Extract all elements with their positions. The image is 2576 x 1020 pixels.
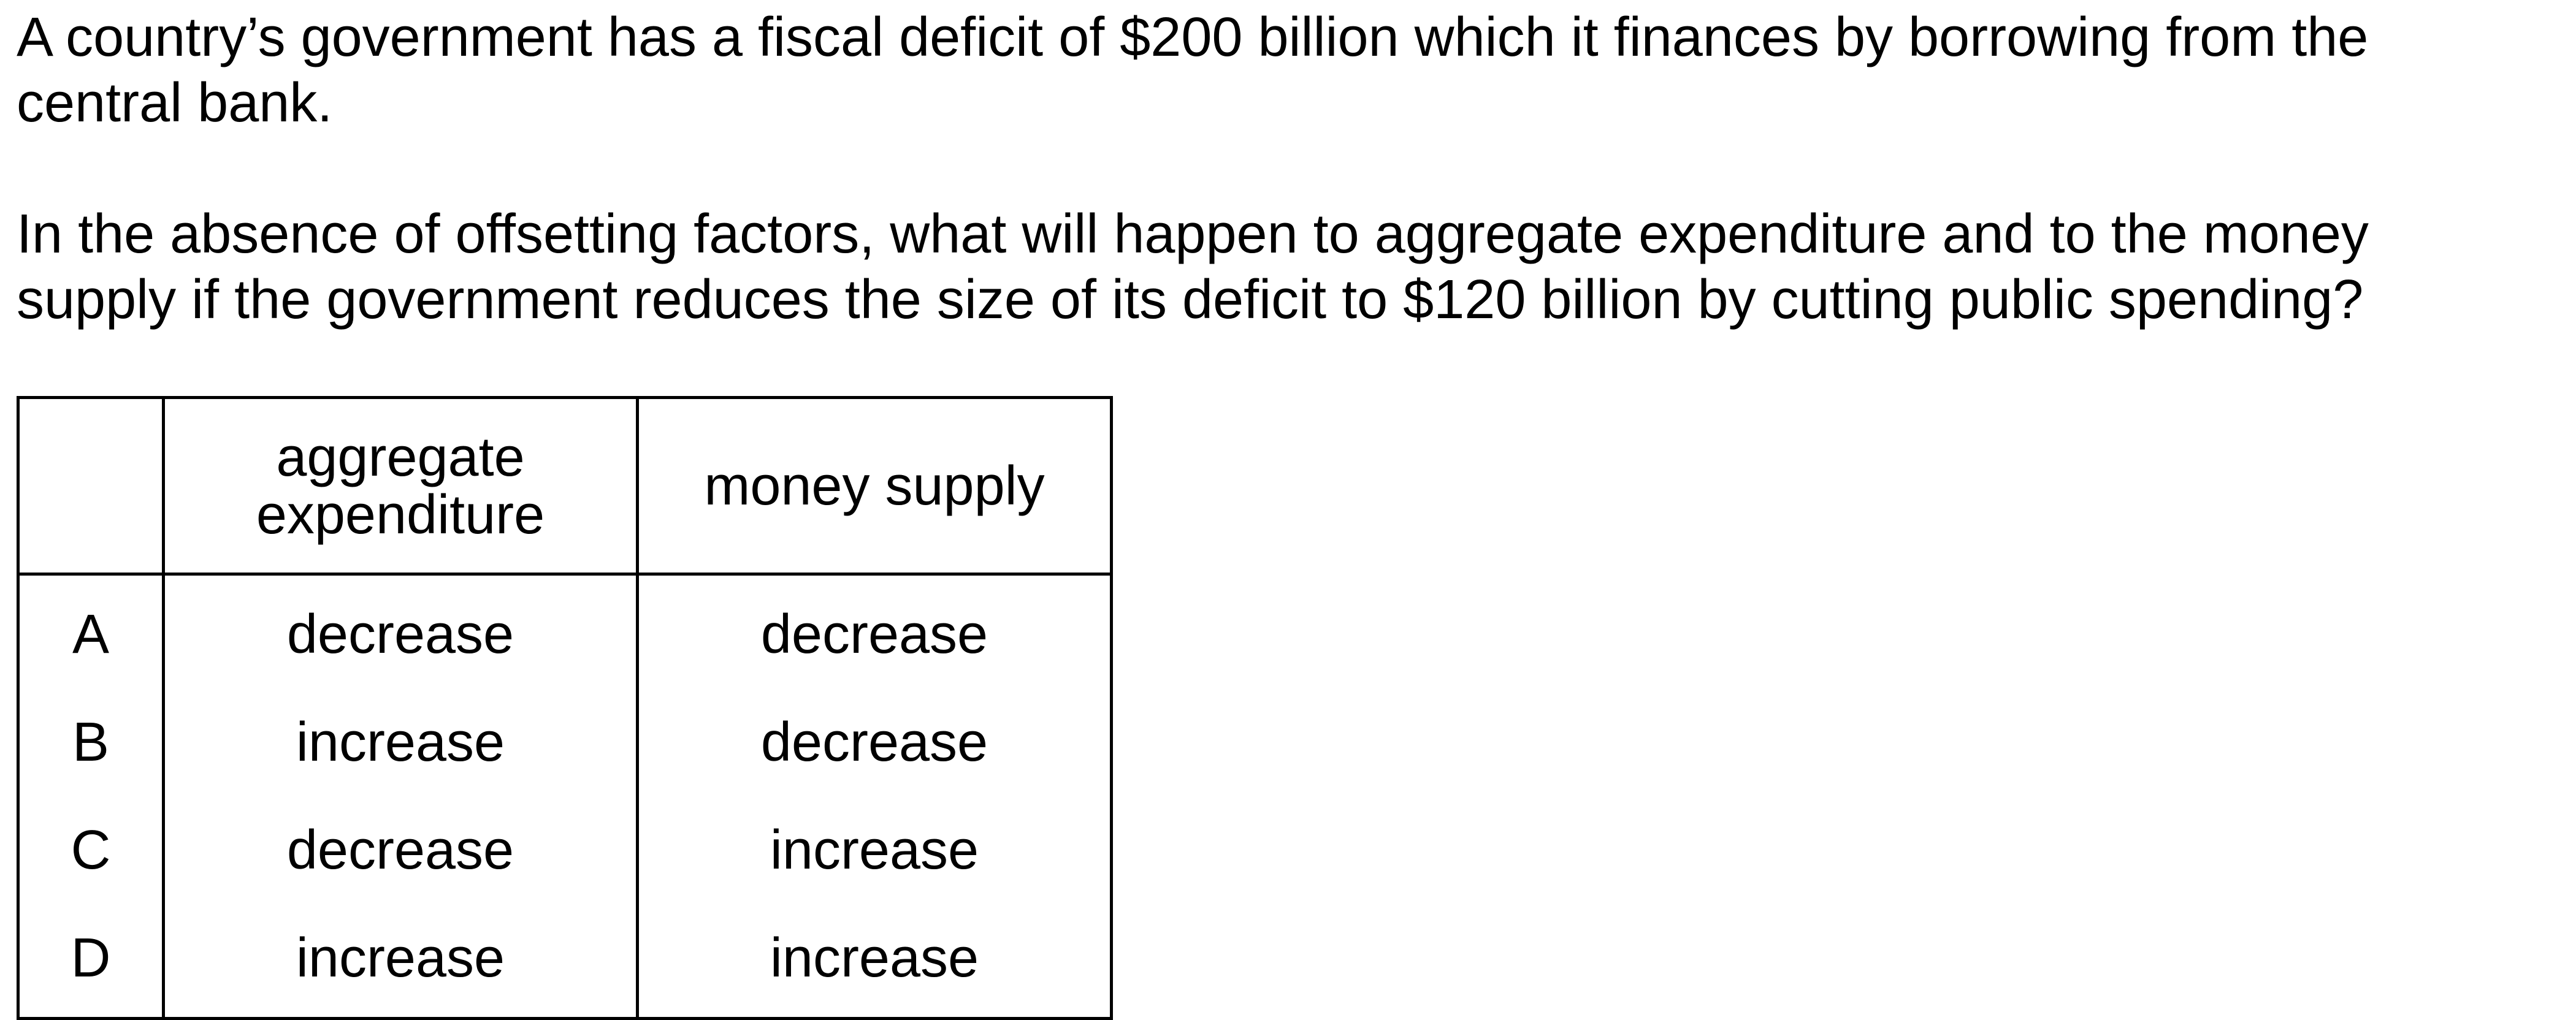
header-money-supply: money supply — [636, 396, 1113, 576]
table-header-row: aggregate expenditure money supply — [17, 396, 1113, 576]
table-row: D increase increase — [17, 904, 1113, 1020]
option-key: B — [17, 688, 165, 796]
money-supply-cell: decrease — [636, 688, 1113, 796]
header-aggregate-expenditure: aggregate expenditure — [162, 396, 639, 576]
option-key: C — [17, 796, 165, 904]
table-row: B increase decrease — [17, 688, 1113, 796]
option-key: D — [17, 904, 165, 1020]
aggregate-expenditure-cell: decrease — [162, 574, 639, 688]
money-supply-cell: decrease — [636, 574, 1113, 688]
question-text: A country’s government has a fiscal defi… — [17, 5, 2531, 333]
table-row: C decrease increase — [17, 796, 1113, 904]
question-stem: A country’s government has a fiscal defi… — [17, 7, 2369, 134]
question-prompt: In the absence of offsetting factors, wh… — [17, 204, 2369, 330]
option-key: A — [17, 574, 165, 688]
money-supply-cell: increase — [636, 904, 1113, 1020]
aggregate-expenditure-cell: increase — [162, 904, 639, 1020]
aggregate-expenditure-cell: decrease — [162, 796, 639, 904]
money-supply-cell: increase — [636, 796, 1113, 904]
table-row: A decrease decrease — [17, 574, 1113, 688]
header-key — [17, 396, 165, 576]
options-table: aggregate expenditure money supply A decr… — [17, 396, 1113, 1020]
aggregate-expenditure-cell: increase — [162, 688, 639, 796]
